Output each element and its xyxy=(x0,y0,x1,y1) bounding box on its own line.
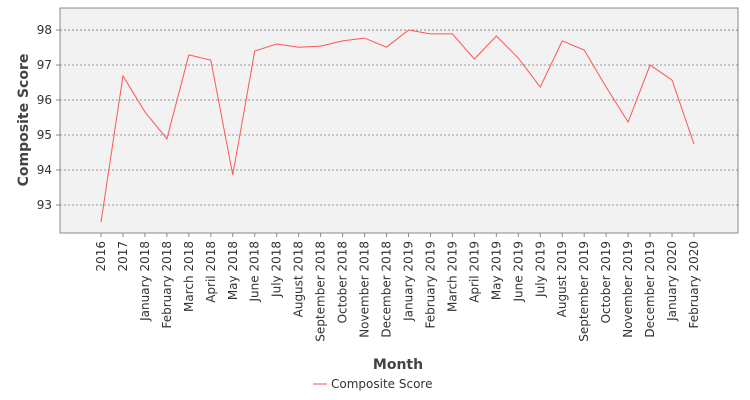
x-tick-label: October 2019 xyxy=(599,241,613,323)
x-tick-label: January 2018 xyxy=(138,241,152,322)
x-tick-label: February 2019 xyxy=(423,241,437,329)
y-tick-label: 97 xyxy=(37,58,52,72)
x-tick-label: 2016 xyxy=(94,241,108,272)
x-tick-label: 2017 xyxy=(116,241,130,272)
x-tick-label: August 2019 xyxy=(555,241,569,317)
plot-area xyxy=(59,7,739,234)
x-tick-label: July 2019 xyxy=(533,241,547,298)
x-tick-label: December 2019 xyxy=(643,241,657,338)
line xyxy=(100,29,695,223)
x-tick-label: February 2020 xyxy=(687,241,701,329)
x-tick-label: August 2018 xyxy=(292,241,306,317)
x-tick-label: March 2019 xyxy=(445,241,459,312)
x-tick-label: November 2019 xyxy=(621,241,635,338)
x-tick-label: October 2018 xyxy=(336,241,350,323)
y-tick-label: 95 xyxy=(37,128,52,142)
x-tick-label: September 2019 xyxy=(577,241,591,342)
y-axis-title: Composite Score xyxy=(16,54,32,187)
x-tick-label: February 2018 xyxy=(160,241,174,329)
x-tick-label: June 2019 xyxy=(511,241,525,303)
x-tick-label: January 2020 xyxy=(665,241,679,322)
x-tick-label: December 2018 xyxy=(380,241,394,338)
x-tick-label: May 2019 xyxy=(489,241,503,300)
x-tick-label: April 2019 xyxy=(467,241,481,303)
x-tick-label: May 2018 xyxy=(226,241,240,300)
y-tick-label: 96 xyxy=(37,93,52,107)
x-tick-label: September 2018 xyxy=(314,241,328,342)
x-tick-label: June 2018 xyxy=(248,241,262,303)
x-axis-title: Month xyxy=(373,357,423,373)
x-tick-label: January 2019 xyxy=(401,241,415,322)
x-tick-label: July 2018 xyxy=(270,241,284,298)
y-tick-label: 98 xyxy=(37,23,52,37)
x-tick-label: November 2018 xyxy=(358,241,372,338)
y-tick-label: 93 xyxy=(37,198,52,212)
x-tick-label: April 2018 xyxy=(204,241,218,303)
legend-label: Composite Score xyxy=(331,377,432,391)
y-tick-label: 94 xyxy=(37,163,52,177)
x-tick-label: March 2018 xyxy=(182,241,196,312)
